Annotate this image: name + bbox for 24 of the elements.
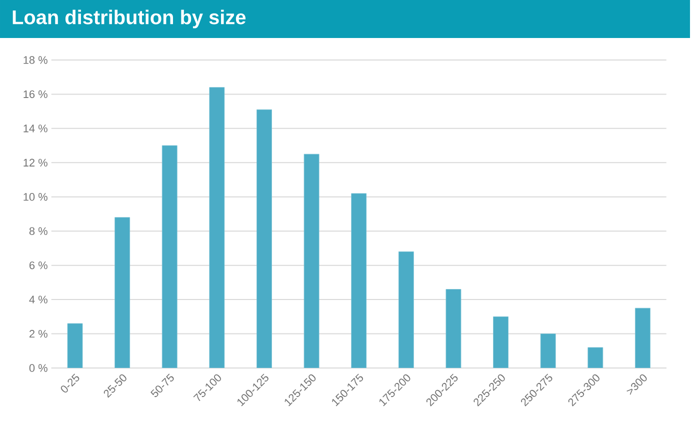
y-tick-label: 2 % bbox=[30, 330, 48, 338]
bar bbox=[493, 316, 508, 368]
bar bbox=[446, 289, 462, 368]
y-tick-label: 0 % bbox=[29, 364, 48, 372]
bar bbox=[209, 87, 225, 368]
y-tick-label: 6 % bbox=[30, 261, 48, 270]
y-tick-label: 14 % bbox=[24, 124, 48, 132]
bar bbox=[540, 334, 556, 368]
y-tick-label: 4 % bbox=[29, 296, 48, 304]
bar bbox=[256, 109, 272, 368]
y-tick-label: 12 % bbox=[24, 158, 48, 167]
y-tick-label: 8 % bbox=[29, 227, 48, 235]
bar bbox=[304, 154, 320, 368]
y-tick-label: 10 % bbox=[24, 193, 48, 201]
bar bbox=[114, 217, 130, 368]
bar bbox=[588, 347, 604, 368]
y-tick-label: 16 % bbox=[24, 90, 48, 98]
y-tick-label: 18 % bbox=[24, 56, 48, 64]
bar bbox=[162, 145, 178, 368]
bar bbox=[67, 323, 83, 368]
chart-title: Loan distribution by size bbox=[12, 10, 246, 28]
bar bbox=[635, 308, 650, 368]
bar bbox=[398, 251, 414, 368]
bar bbox=[351, 193, 367, 368]
